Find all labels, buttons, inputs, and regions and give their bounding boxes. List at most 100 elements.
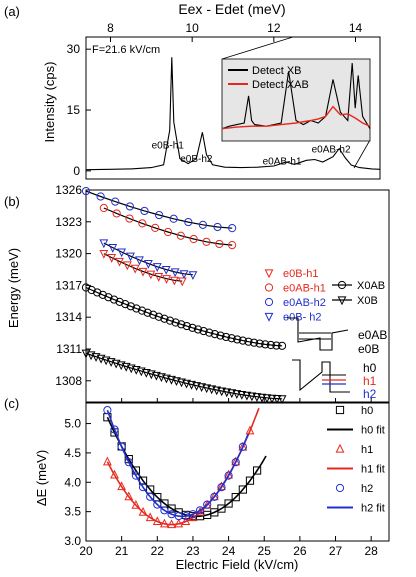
panel-b-point	[227, 389, 237, 399]
panel-b-point	[106, 358, 116, 367]
panel-b-point	[165, 316, 175, 325]
panel-b-fit-line	[85, 190, 233, 229]
panel-b-point	[146, 270, 156, 280]
panel-c-point	[145, 512, 155, 522]
panel-b-point	[99, 250, 109, 259]
panel-b-legend-marker	[337, 280, 347, 290]
panel-b-point	[96, 354, 106, 364]
panel-b-point	[172, 377, 181, 387]
panel-b-point	[115, 297, 124, 306]
panel-b-point	[170, 268, 180, 278]
panel-label-b: (b)	[4, 194, 20, 209]
panel-b-point	[210, 330, 219, 339]
panel-c-legend-label: h1 fit	[361, 464, 385, 476]
panel-c-point	[124, 458, 133, 467]
panel-b-point	[104, 293, 113, 302]
panel-c-point	[160, 506, 169, 515]
panel-c-y-tick-label: 3.5	[64, 505, 81, 519]
panel-b-point	[151, 371, 161, 381]
panel-c-point	[245, 425, 255, 435]
panel-c-point	[174, 518, 184, 528]
panel-b-point	[91, 353, 101, 362]
panel-c-point	[203, 500, 212, 509]
panel-b-fit-line	[85, 286, 283, 347]
panel-c-point	[231, 456, 241, 466]
panel-c-x-tick-label: 23	[186, 544, 200, 558]
panel-c-point	[153, 500, 162, 509]
panel-b-point	[98, 290, 107, 299]
panel-b-point	[146, 370, 156, 380]
panel-b-legend-label: X0AB	[357, 280, 385, 292]
panel-b-point	[81, 283, 91, 292]
panel-b-point	[169, 276, 179, 286]
panel-b-point	[116, 361, 126, 371]
panel-b-point	[238, 336, 247, 345]
panel-b-legend-marker	[264, 269, 274, 279]
panel-b-point	[188, 323, 197, 332]
panel-b-point	[255, 339, 264, 348]
panel-c-point	[110, 469, 119, 479]
panel-a-inset-frame	[221, 58, 371, 142]
panel-b-point	[143, 259, 153, 269]
panel-b-point	[198, 220, 208, 229]
panel-b-point	[152, 263, 162, 272]
panel-c-legend-label: h1	[361, 444, 373, 456]
panel-c-x-tick-label: 26	[293, 544, 307, 558]
panel-b-point	[261, 340, 270, 349]
panel-b-point	[132, 304, 141, 313]
panel-a-top-axis-label: Eex - Edet (meV)	[178, 1, 285, 17]
panel-c-legend-marker	[335, 483, 345, 493]
panel-b-point	[249, 338, 259, 347]
panel-c-legend-label: h0 fit	[361, 425, 385, 437]
panel-b-point	[96, 192, 105, 201]
panel-b-fit-line	[103, 242, 193, 276]
panel-b-point	[160, 314, 169, 323]
panel-b-point	[262, 394, 272, 404]
panel-c-point	[195, 506, 205, 515]
panel-b-y-tick-label: 1308	[55, 374, 82, 388]
panel-c-point	[231, 493, 240, 502]
panel-c-point	[224, 499, 233, 508]
panel-c-point	[103, 406, 112, 415]
panel-b-point	[189, 234, 198, 244]
panel-c-point	[152, 516, 162, 526]
panel-a-spectrum-line	[85, 57, 381, 171]
panel-b-y-tick-label: 1326	[55, 183, 82, 197]
inset-series-xb	[221, 63, 371, 130]
inset-legend-xb: Detect XB	[252, 65, 302, 77]
panel-c-legend-marker	[335, 443, 345, 453]
panel-b-point	[136, 367, 146, 377]
panel-b-point	[138, 219, 147, 228]
panel-c-point	[138, 506, 148, 516]
panel-b-point	[205, 328, 214, 337]
inset-legend-xab: Detect XAB	[252, 79, 309, 91]
panel-b-point	[111, 359, 121, 369]
band-label-h2: h2	[363, 387, 377, 401]
panel-b-y-tick-label: 1323	[55, 215, 82, 229]
panel-b-point	[149, 310, 158, 319]
panel-b-legend-marker	[264, 283, 274, 292]
panel-c-point	[210, 492, 219, 501]
panel-b-point	[161, 265, 171, 275]
panel-c-x-tick-label: 21	[115, 544, 129, 558]
panel-label-a: (a)	[4, 4, 20, 19]
panel-b-point	[272, 341, 281, 350]
panel-c-point	[253, 466, 262, 475]
panel-c-point	[217, 481, 226, 491]
panel-b-point	[232, 390, 242, 399]
panel-b-point	[213, 222, 222, 232]
panel-b-point	[121, 300, 130, 309]
panel-c-point	[117, 442, 126, 451]
panel-b-point	[177, 320, 186, 329]
panel-b-point	[125, 202, 134, 211]
band-diagram	[287, 317, 350, 393]
panel-b-point	[131, 365, 141, 375]
panel-b-point	[101, 356, 111, 366]
panel-c-y-tick-label: 4.5	[64, 446, 81, 460]
panel-c-frame	[85, 402, 390, 542]
panel-label-c: (c)	[4, 396, 19, 411]
panel-b-point	[99, 203, 108, 213]
panel-b-point	[135, 256, 144, 266]
panel-c-point	[238, 485, 247, 494]
panel-a-top-tick-label: 10	[185, 21, 199, 35]
